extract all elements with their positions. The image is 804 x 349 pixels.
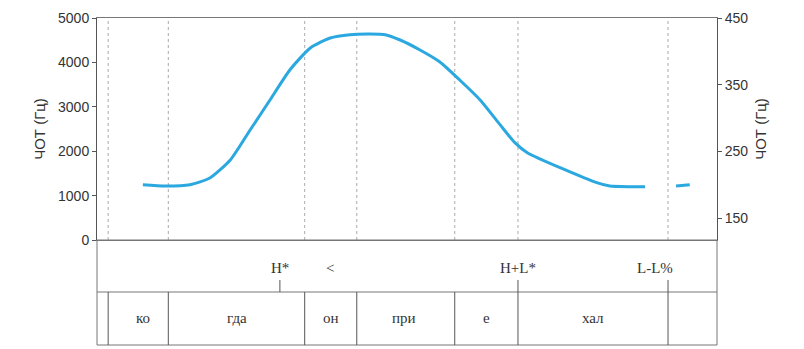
svg-text:ко: ко (136, 310, 150, 326)
svg-text:350: 350 (725, 77, 749, 93)
svg-text:ЧОТ (Гц): ЧОТ (Гц) (31, 98, 48, 160)
svg-text:2000: 2000 (58, 143, 89, 159)
svg-text:хал: хал (582, 310, 604, 326)
svg-text:<: < (326, 260, 334, 276)
svg-text:250: 250 (725, 143, 749, 159)
svg-text:H*: H* (271, 260, 289, 276)
svg-text:5000: 5000 (58, 10, 89, 26)
svg-text:0: 0 (81, 232, 89, 248)
svg-text:3000: 3000 (58, 99, 89, 115)
svg-text:H+L*: H+L* (500, 260, 536, 276)
svg-text:1000: 1000 (58, 188, 89, 204)
svg-text:гда: гда (227, 310, 247, 326)
svg-text:450: 450 (725, 10, 749, 26)
svg-text:ЧОТ (Гц): ЧОТ (Гц) (752, 98, 769, 160)
svg-text:L-L%: L-L% (637, 260, 673, 276)
svg-text:4000: 4000 (58, 54, 89, 70)
svg-text:150: 150 (725, 210, 749, 226)
svg-text:е: е (483, 310, 490, 326)
svg-text:он: он (323, 310, 339, 326)
svg-text:при: при (392, 310, 416, 326)
